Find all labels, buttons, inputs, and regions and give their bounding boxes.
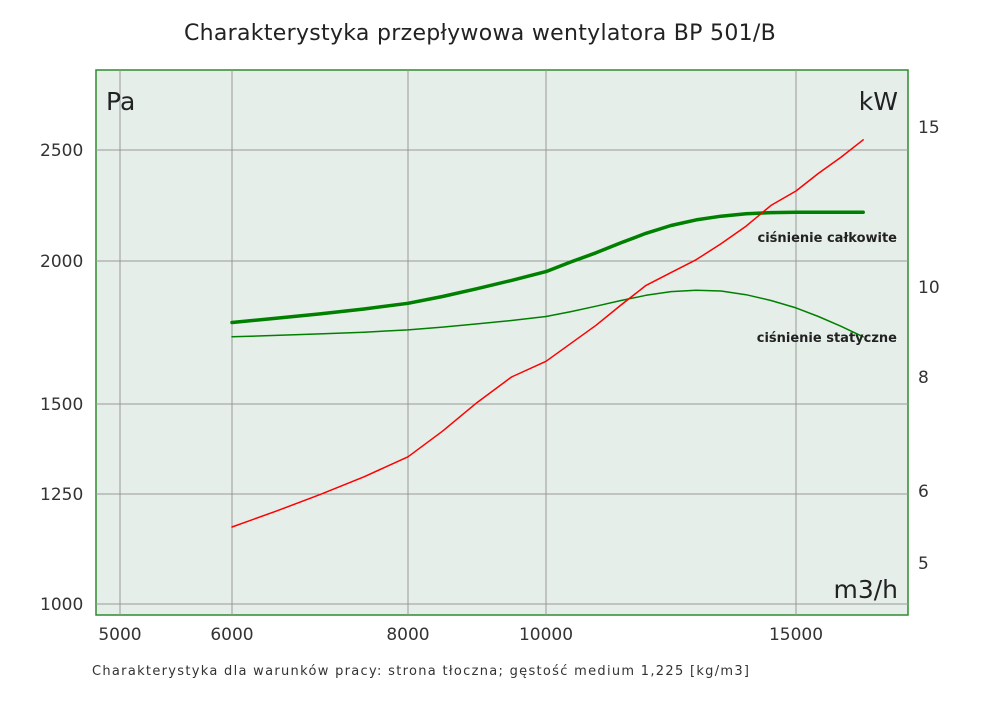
x-tick-6000: 6000 — [210, 625, 253, 645]
label-static-pressure: ciśnienie statyczne — [757, 331, 897, 346]
series-line-1 — [231, 289, 864, 338]
x-tick-10000: 10000 — [519, 625, 573, 645]
y-right-tick-15: 15 — [918, 118, 940, 138]
chart-caption: Charakterystyka dla warunków pracy: stro… — [92, 664, 750, 679]
y-right-tick-6: 6 — [918, 482, 929, 502]
y-left-tick-1250: 1250 — [40, 485, 83, 505]
series-line-0 — [230, 210, 865, 325]
tick-labels: 5000 6000 8000 10000 15000 1000 1250 1500 2000 25… — [40, 118, 940, 645]
grid — [96, 70, 908, 615]
series-lines — [230, 139, 865, 528]
plot-area — [95, 69, 909, 616]
y-right-tick-10: 10 — [918, 278, 940, 298]
y-left-tick-1000: 1000 — [40, 595, 83, 615]
x-tick-15000: 15000 — [769, 625, 823, 645]
y-left-tick-2500: 2500 — [40, 141, 83, 161]
y-right-tick-8: 8 — [918, 368, 929, 388]
series-line-2 — [231, 139, 864, 528]
y-right-tick-5: 5 — [918, 554, 929, 574]
left-axis-unit: Pa — [106, 87, 135, 116]
chart-title: Charakterystyka przepływowa wentylatora … — [184, 21, 776, 46]
y-left-tick-1500: 1500 — [40, 395, 83, 415]
label-total-pressure: ciśnienie całkowite — [757, 231, 897, 246]
y-left-tick-2000: 2000 — [40, 252, 83, 272]
right-axis-unit: kW — [859, 87, 898, 116]
x-axis-unit: m3/h — [833, 575, 898, 604]
x-tick-5000: 5000 — [98, 625, 141, 645]
x-tick-8000: 8000 — [386, 625, 429, 645]
